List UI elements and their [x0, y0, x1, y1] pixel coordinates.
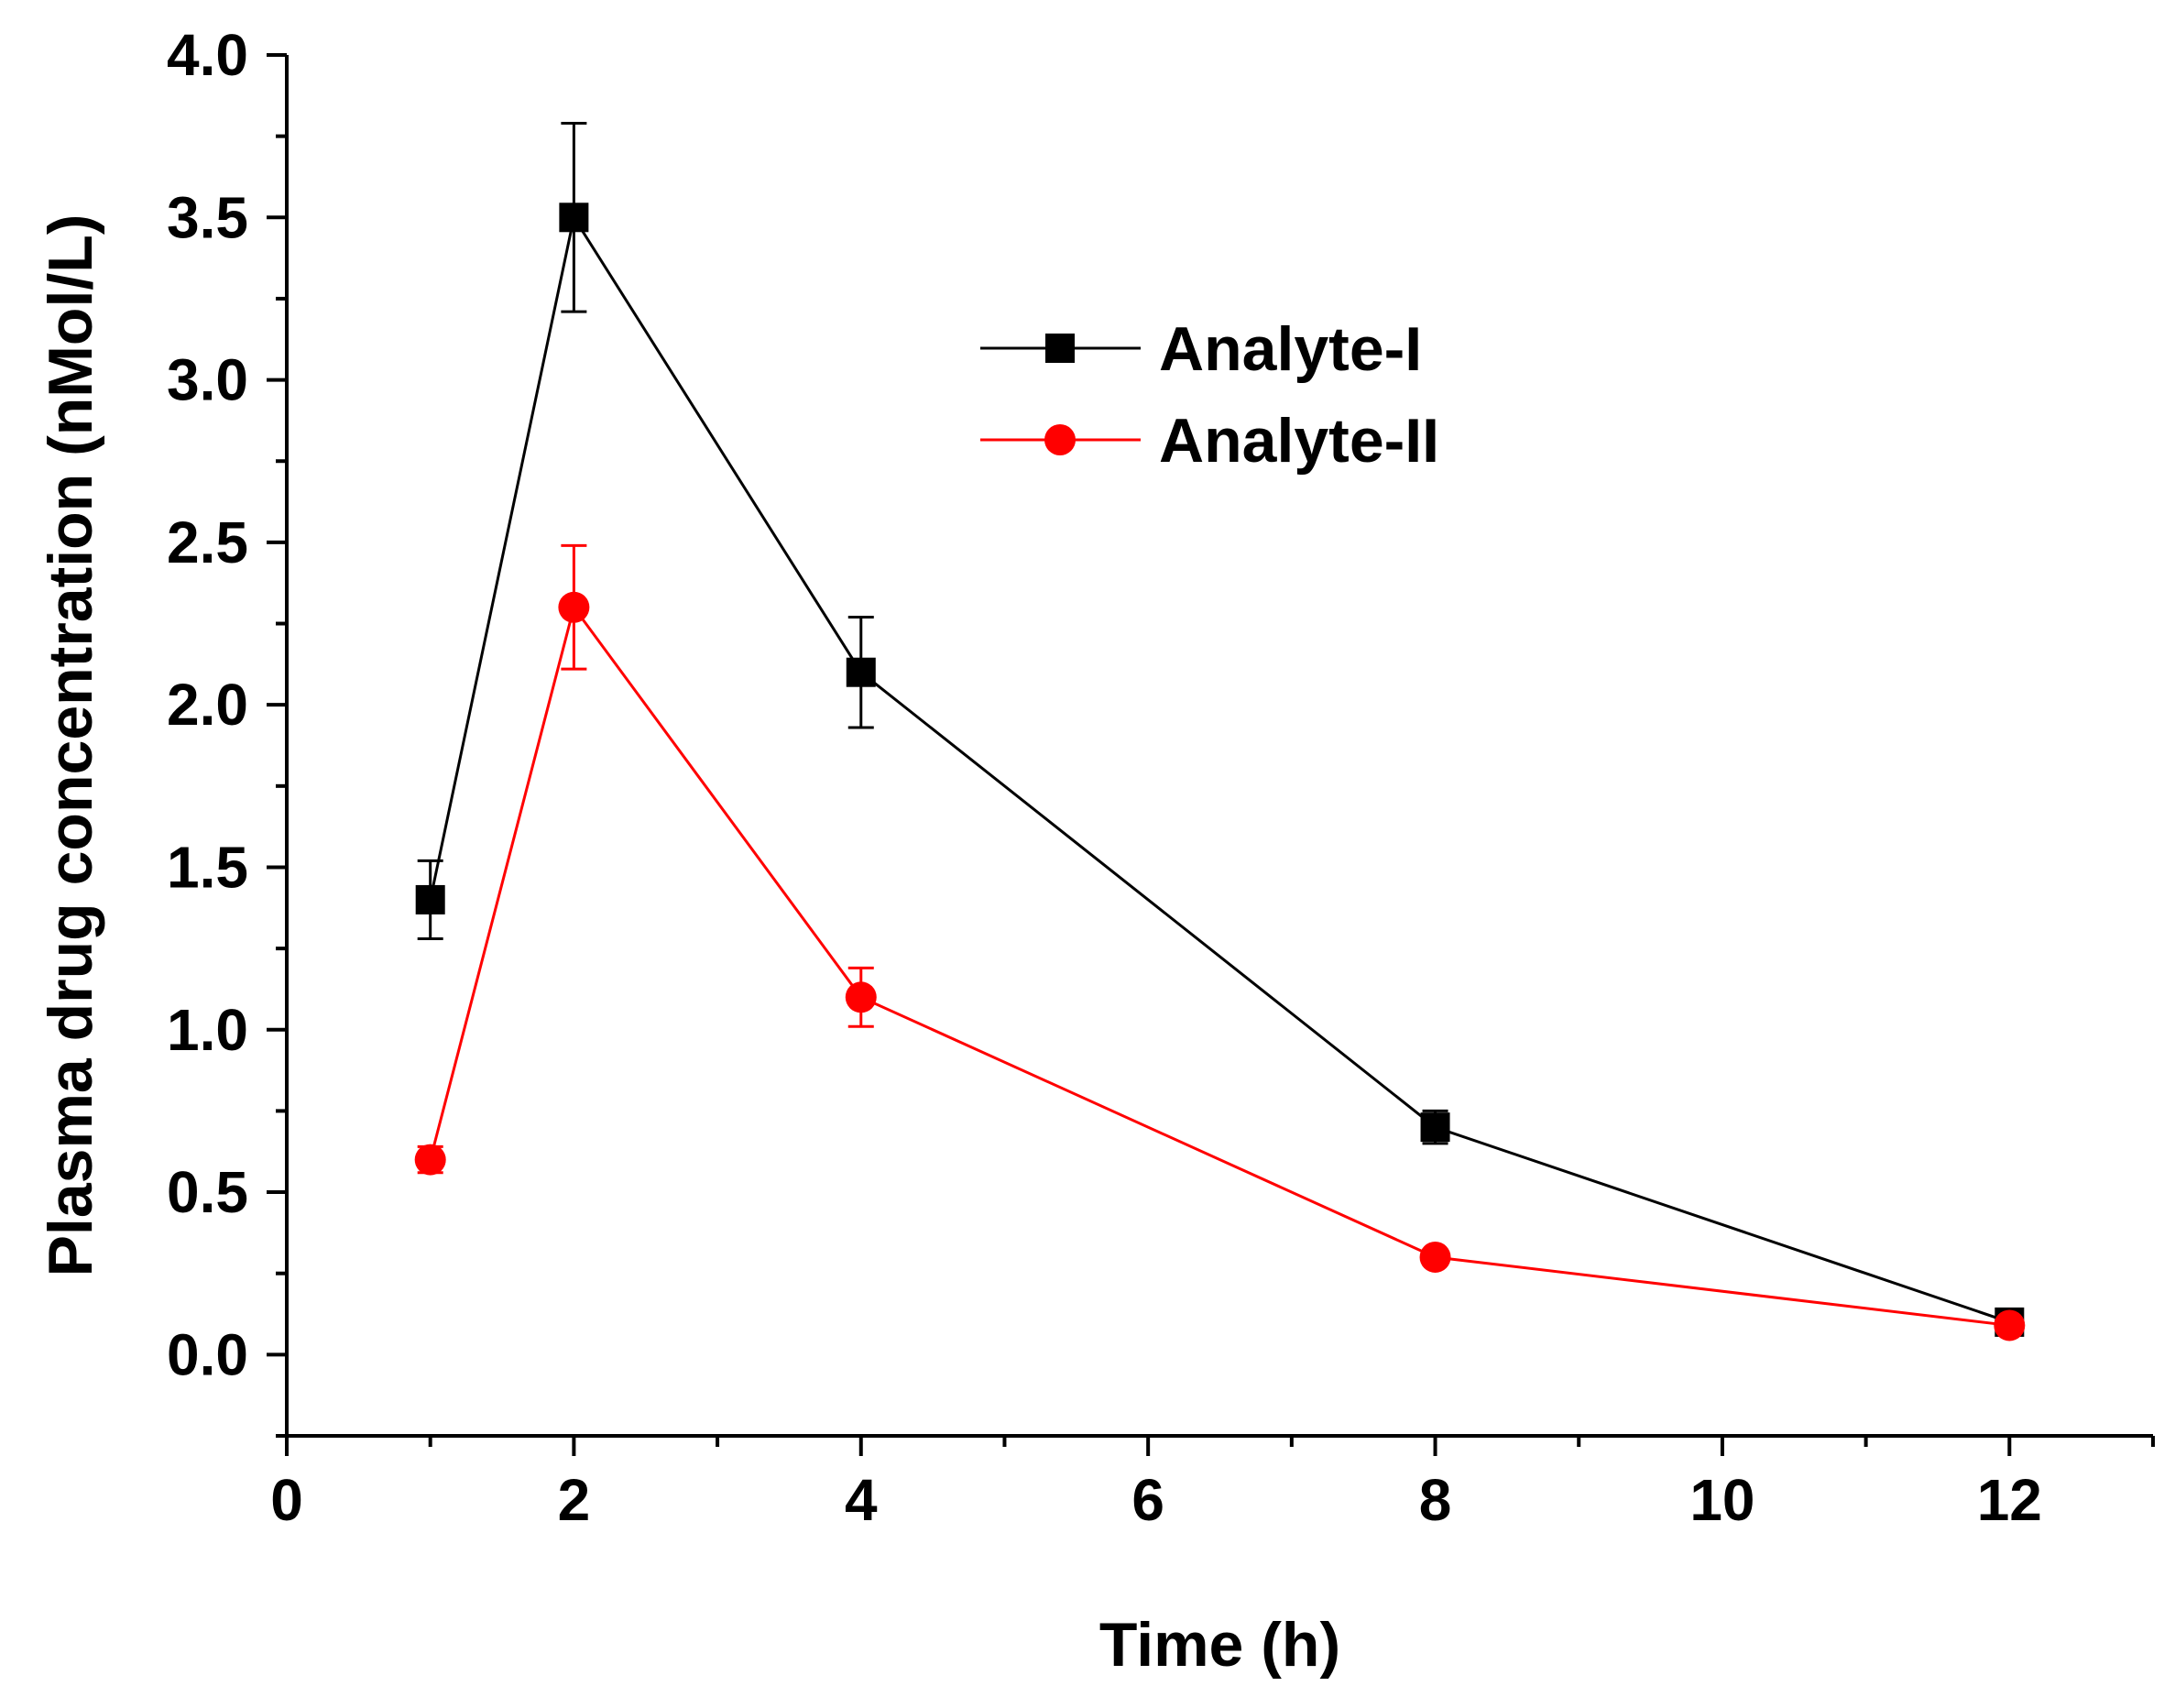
y-tick-label: 0.5 [167, 1159, 248, 1225]
legend-item-2: Analyte-II [980, 406, 1439, 476]
x-tick-label: 12 [1977, 1467, 2042, 1533]
y-axis-title: Plasma drug concentration (nMol/L) [36, 214, 105, 1277]
legend-marker [1045, 334, 1075, 363]
legend-marker [1044, 424, 1076, 455]
legend-label: Analyte-I [1159, 314, 1422, 384]
x-tick-label: 8 [1419, 1467, 1452, 1533]
series-1 [415, 121, 2025, 1337]
data-point [845, 981, 877, 1013]
x-axis-title: Time (h) [1099, 1610, 1340, 1680]
axes: 0.0 0.5 1.0 1.5 2.0 2.5 3.0 3.5 4.0 0 2 4 6 8 10 12 [167, 22, 2155, 1533]
data-point [846, 657, 876, 687]
series-2 [414, 543, 2026, 1341]
legend-item-1: Analyte-I [980, 314, 1422, 384]
y-tick-label: 4.0 [167, 22, 248, 88]
series-line [429, 604, 2010, 1327]
data-point [1994, 1309, 2026, 1341]
legend: Analyte-I Analyte-II [980, 314, 1439, 476]
data-point [415, 884, 445, 914]
x-tick-label: 4 [845, 1467, 878, 1533]
y-tick-label: 0.0 [167, 1321, 248, 1387]
data-point [414, 1144, 446, 1176]
data-point [558, 591, 590, 623]
series-layer [414, 121, 2026, 1341]
y-tick-label: 3.0 [167, 347, 248, 413]
data-point [1420, 1112, 1450, 1143]
x-tick-label: 6 [1131, 1467, 1164, 1533]
y-tick-label: 1.5 [167, 834, 248, 900]
y-tick-label: 3.5 [167, 184, 248, 250]
x-tick-label: 10 [1689, 1467, 1754, 1533]
y-tick-label: 2.5 [167, 509, 248, 575]
y-tick-label: 2.0 [167, 672, 248, 738]
x-tick-label: 0 [270, 1467, 303, 1533]
y-tick-label: 1.0 [167, 997, 248, 1063]
data-point [559, 203, 589, 233]
legend-label: Analyte-II [1159, 406, 1439, 476]
x-tick-label: 2 [558, 1467, 591, 1533]
data-point [1419, 1241, 1451, 1273]
